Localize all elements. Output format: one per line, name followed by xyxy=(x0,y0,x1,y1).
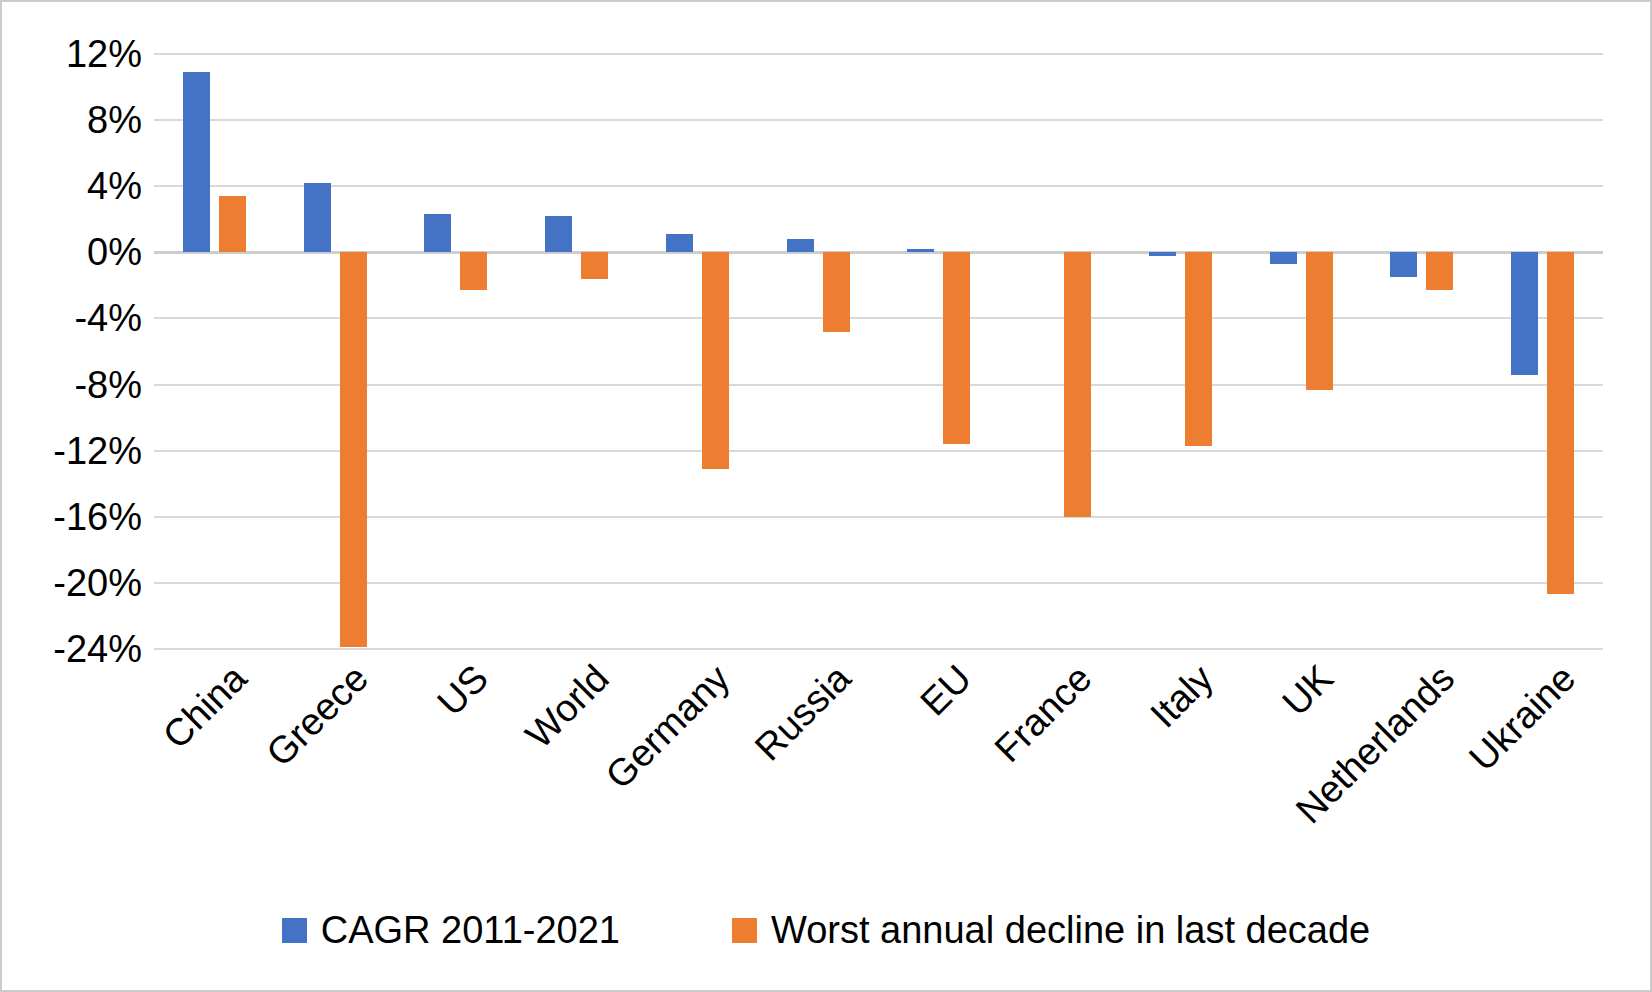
category-label-italy: Italy xyxy=(1141,656,1221,736)
gridline xyxy=(154,384,1603,386)
bar-chart: 12% 8% 4% 0% -4% -8% -12% -16% -20% -24% ChinaGre… xyxy=(0,0,1652,992)
bar-greece-worst xyxy=(340,252,367,647)
legend-swatch-icon xyxy=(732,918,757,943)
bar-ukraine-cagr xyxy=(1511,252,1538,374)
category-label-greece: Greece xyxy=(257,656,376,775)
y-tick-label: -20% xyxy=(2,562,142,604)
legend: CAGR 2011-2021 Worst annual decline in la… xyxy=(2,908,1650,952)
bar-italy-cagr xyxy=(1149,252,1176,255)
gridline xyxy=(154,450,1603,452)
bar-italy-worst xyxy=(1185,252,1212,445)
zero-axis-line xyxy=(154,251,1603,254)
gridline xyxy=(154,53,1603,55)
bar-china-cagr xyxy=(183,72,210,252)
bar-france-worst xyxy=(1064,252,1091,516)
gridline xyxy=(154,185,1603,187)
bar-us-cagr xyxy=(424,214,451,252)
bar-russia-worst xyxy=(823,252,850,331)
category-label-ukraine: Ukraine xyxy=(1460,656,1584,780)
category-label-france: France xyxy=(986,656,1101,771)
plot-area xyxy=(154,54,1603,649)
gridline xyxy=(154,119,1603,121)
bar-us-worst xyxy=(460,252,487,290)
bar-germany-cagr xyxy=(666,234,693,252)
bar-china-worst xyxy=(219,196,246,252)
bar-greece-cagr xyxy=(304,183,331,252)
legend-label: CAGR 2011-2021 xyxy=(321,908,620,952)
legend-item-cagr-2011-2021: CAGR 2011-2021 xyxy=(282,908,620,952)
legend-swatch-icon xyxy=(282,918,307,943)
y-tick-label: 12% xyxy=(2,33,142,75)
category-label-russia: Russia xyxy=(746,656,859,769)
bar-eu-cagr xyxy=(907,249,934,252)
bar-world-worst xyxy=(581,252,608,278)
y-tick-label: -8% xyxy=(2,364,142,406)
y-tick-label: 4% xyxy=(2,165,142,207)
y-tick-label: -24% xyxy=(2,628,142,670)
bar-world-cagr xyxy=(545,216,572,252)
bar-germany-worst xyxy=(702,252,729,469)
bar-russia-cagr xyxy=(787,239,814,252)
gridline xyxy=(154,582,1603,584)
y-tick-label: 8% xyxy=(2,99,142,141)
y-tick-label: 0% xyxy=(2,231,142,273)
category-label-world: World xyxy=(517,656,618,757)
legend-label: Worst annual decline in last decade xyxy=(771,908,1370,952)
gridline xyxy=(154,516,1603,518)
bar-uk-cagr xyxy=(1270,252,1297,264)
legend-item-worst-annual-decline-in-last-decade: Worst annual decline in last decade xyxy=(732,908,1370,952)
bar-eu-worst xyxy=(943,252,970,444)
bar-netherlands-cagr xyxy=(1390,252,1417,277)
gridline xyxy=(154,317,1603,319)
bar-ukraine-worst xyxy=(1547,252,1574,594)
gridline xyxy=(154,648,1603,650)
category-label-china: China xyxy=(154,656,255,757)
y-tick-label: -4% xyxy=(2,297,142,339)
bar-uk-worst xyxy=(1306,252,1333,389)
category-label-germany: Germany xyxy=(597,656,739,798)
category-label-eu: EU xyxy=(912,656,980,724)
y-tick-label: -12% xyxy=(2,430,142,472)
y-tick-label: -16% xyxy=(2,496,142,538)
category-label-uk: UK xyxy=(1274,656,1342,724)
category-label-us: US xyxy=(429,656,497,724)
bar-netherlands-worst xyxy=(1426,252,1453,290)
